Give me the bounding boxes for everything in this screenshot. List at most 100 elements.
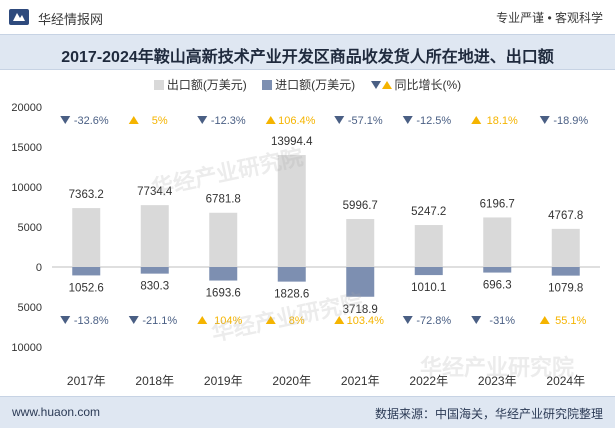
import-growth-label: -31%	[489, 315, 515, 327]
y-tick-label: 5000	[18, 302, 42, 314]
import-value-label: 1828.6	[274, 289, 309, 301]
export-value-label: 7363.2	[69, 189, 104, 201]
legend-import-swatch	[262, 80, 273, 90]
x-tick-label: 2017年	[67, 374, 106, 388]
import-value-label: 1052.6	[69, 282, 104, 294]
x-tick-label: 2022年	[409, 374, 448, 388]
export-growth-triangle-icon	[334, 116, 345, 124]
import-bar	[483, 267, 512, 273]
import-value-label: 1693.6	[206, 288, 241, 300]
import-value-label: 1010.1	[411, 282, 446, 294]
export-growth-triangle-icon	[471, 116, 482, 124]
chart-title: 2017-2024年鞍山高新技术产业开发区商品收发货人所在地进、出口额	[61, 49, 554, 66]
legend-export: 出口额(万美元)	[153, 76, 247, 93]
y-tick-label: 0	[36, 262, 42, 274]
export-bar	[209, 212, 238, 267]
x-tick-label: 2021年	[341, 374, 380, 388]
import-bar	[414, 267, 443, 276]
x-tick-label: 2018年	[135, 374, 174, 388]
export-growth-label: 106.4%	[278, 115, 316, 127]
export-growth-triangle-icon	[402, 116, 413, 124]
export-growth-triangle-icon	[197, 116, 208, 124]
legend-export-swatch	[153, 80, 164, 90]
x-tick-label: 2020年	[272, 374, 311, 388]
import-growth-triangle-icon	[471, 316, 482, 324]
import-bar	[209, 267, 238, 281]
import-value-label: 3718.9	[343, 304, 378, 316]
brand-name: 华经情报网	[38, 12, 104, 27]
import-growth-label: 103.4%	[347, 315, 385, 327]
import-bar	[346, 267, 375, 297]
legend-export-label: 出口额(万美元)	[166, 78, 247, 92]
x-tick-label: 2024年	[546, 374, 585, 388]
import-growth-triangle-icon	[539, 316, 550, 324]
export-value-label: 5247.2	[411, 206, 446, 218]
export-value-label: 6196.7	[480, 198, 515, 210]
chart-plot: 20000 15000 10000 5000 0 5000 10000 7363.2 1052.…	[11, 102, 600, 388]
footer-url[interactable]: www.huaon.com	[12, 405, 101, 419]
import-growth-label: -72.8%	[416, 315, 451, 327]
chart-legend: 出口额(万美元) 进口额(万美元) 同比增长(%)	[0, 76, 615, 93]
export-growth-label: -57.1%	[348, 115, 383, 127]
import-growth-label: -21.1%	[142, 315, 177, 327]
y-tick-label: 10000	[11, 182, 42, 194]
export-growth-label: -32.6%	[74, 115, 109, 127]
import-growth-label: 104%	[214, 315, 242, 327]
export-bar	[414, 225, 443, 267]
export-growth-label: -18.9%	[553, 115, 588, 127]
import-value-label: 830.3	[140, 281, 169, 293]
import-growth-label: -13.8%	[74, 315, 109, 327]
legend-down-triangle-icon	[370, 81, 381, 89]
export-growth-label: 18.1%	[487, 115, 518, 127]
import-value-label: 1079.8	[548, 283, 583, 295]
export-growth-label: 5%	[152, 115, 168, 127]
import-bar	[277, 267, 306, 282]
title-band: 2017-2024年鞍山高新技术产业开发区商品收发货人所在地进、出口额	[0, 34, 615, 70]
import-bar	[551, 267, 580, 276]
y-tick-label: 10000	[11, 342, 42, 354]
export-bar	[483, 217, 512, 267]
export-growth-triangle-icon	[539, 116, 550, 124]
export-bar	[72, 208, 101, 267]
export-value-label: 6781.8	[206, 194, 241, 206]
y-tick-label: 20000	[11, 102, 42, 114]
legend-growth: 同比增长(%)	[370, 76, 462, 93]
export-growth-label: -12.5%	[416, 115, 451, 127]
brand-tagline: 专业严谨 • 客观科学	[496, 11, 603, 25]
import-growth-triangle-icon	[265, 316, 276, 324]
import-growth-triangle-icon	[334, 316, 345, 324]
legend-import-label: 进口额(万美元)	[275, 78, 356, 92]
import-bar	[72, 267, 101, 276]
top-bar: 华经情报网 专业严谨 • 客观科学	[0, 0, 615, 34]
export-value-label: 7734.4	[137, 186, 173, 198]
import-growth-label: 55.1%	[555, 315, 586, 327]
export-growth-triangle-icon	[265, 116, 276, 124]
import-growth-triangle-icon	[128, 316, 139, 324]
import-value-label: 696.3	[483, 280, 512, 292]
footer-source: 数据来源：中国海关，华经产业研究院整理	[374, 407, 603, 421]
y-tick-label: 15000	[11, 142, 42, 154]
export-bar	[346, 219, 375, 267]
import-growth-label: 8%	[289, 315, 305, 327]
import-growth-triangle-icon	[197, 316, 208, 324]
legend-import: 进口额(万美元)	[262, 76, 355, 93]
x-tick-label: 2023年	[478, 374, 517, 388]
import-growth-triangle-icon	[402, 316, 413, 324]
watermark-3: 华经产业研究院	[420, 355, 575, 380]
legend-growth-label: 同比增长(%)	[394, 78, 462, 92]
y-tick-label: 5000	[18, 222, 42, 234]
export-growth-label: -12.3%	[211, 115, 246, 127]
x-tick-label: 2019年	[204, 374, 243, 388]
export-growth-triangle-icon	[128, 116, 139, 124]
footer: www.huaon.com 数据来源：中国海关，华经产业研究院整理	[0, 396, 615, 428]
export-growth-triangle-icon	[60, 116, 71, 124]
export-bar	[140, 205, 169, 267]
export-bar	[551, 228, 580, 267]
huajing-logo-icon	[9, 9, 29, 25]
export-value-label: 4767.8	[548, 210, 583, 222]
legend-up-triangle-icon	[381, 81, 392, 89]
import-growth-triangle-icon	[60, 316, 71, 324]
export-value-label: 13994.4	[271, 136, 313, 148]
export-bar	[277, 155, 306, 267]
import-bar	[140, 267, 169, 274]
